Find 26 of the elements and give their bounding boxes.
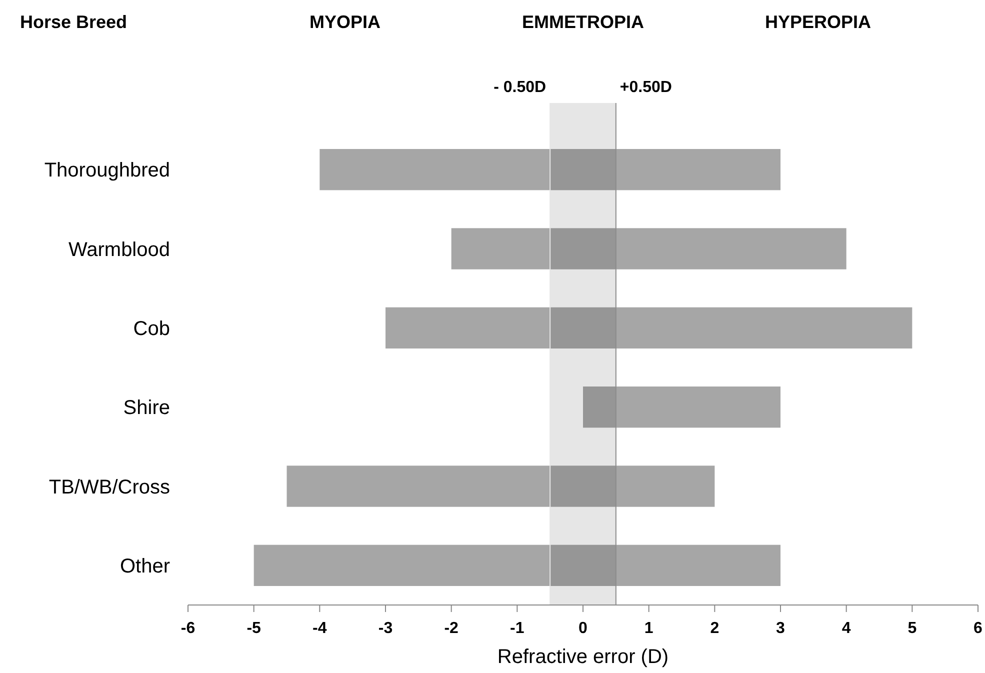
x-tick-label: 5 [908, 620, 917, 637]
x-tick-label: 0 [578, 620, 588, 637]
x-tick-label: -1 [510, 620, 524, 637]
x-tick-label: 4 [842, 620, 851, 637]
y-tick-label: Shire [123, 397, 170, 420]
text: HYPEROPIA [764, 12, 872, 32]
y-tick-label: Other [120, 555, 170, 578]
x-tick-label: 3 [776, 620, 786, 637]
ref-line-label: +0.50D [620, 79, 672, 96]
x-tick-label: 6 [974, 620, 983, 637]
x-tick-label: -6 [180, 620, 196, 637]
x-tick-label: -3 [378, 620, 393, 637]
y-tick-label: Thoroughbred [44, 160, 170, 182]
text: EMMETROPIA [522, 12, 644, 32]
y-tick-label: Cob [133, 318, 170, 340]
x-tick-label: -2 [444, 620, 459, 637]
ref-line-label: - 0.50D [494, 79, 546, 96]
x-tick-label: -4 [312, 620, 327, 637]
x-tick-label: -5 [246, 620, 262, 637]
y-tick-label: TB/WB/Cross [48, 476, 170, 498]
text: Horse Breed [20, 12, 128, 32]
y-tick-label: Warmblood [68, 238, 170, 261]
text: MYOPIA [309, 12, 381, 32]
x-tick-label: 1 [644, 620, 654, 637]
x-axis-title: Refractive error (D) [497, 646, 669, 668]
x-tick-label: 2 [710, 620, 720, 637]
